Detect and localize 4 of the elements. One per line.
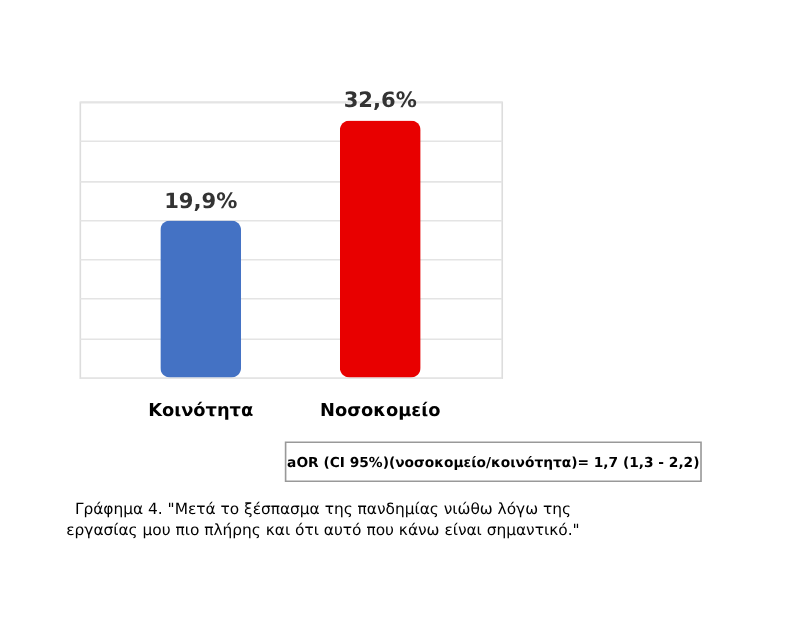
x-tick-label: Κοινότητα <box>148 399 254 422</box>
x-tick-label: Νοσοκομείο <box>320 399 441 422</box>
data-label: 19,9% <box>164 189 239 214</box>
data-label: 32,6% <box>343 89 418 114</box>
